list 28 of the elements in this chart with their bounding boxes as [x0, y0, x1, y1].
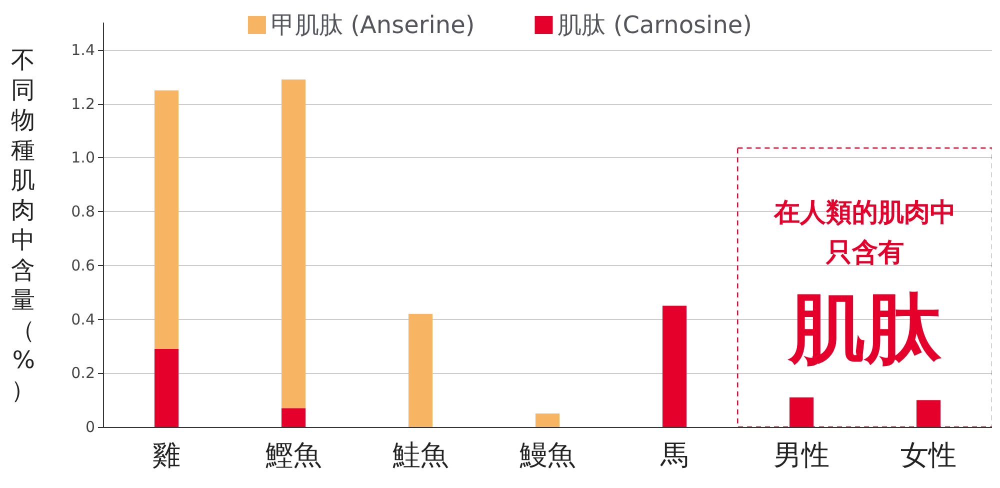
x-tick-label: 鮭魚 — [392, 438, 448, 472]
bar — [282, 408, 306, 427]
x-tick-label: 鰻魚 — [520, 438, 576, 472]
bar — [408, 314, 432, 427]
x-tick-label: 鰹魚 — [266, 438, 322, 472]
text: 不同物種肌肉中含量（%） — [11, 46, 35, 404]
annotation: 只含有 — [825, 238, 904, 268]
y-tick-label: 0.6 — [71, 256, 95, 274]
y-tick-label: 0 — [85, 418, 95, 436]
y-tick-label: 0.8 — [71, 202, 95, 221]
legend-label: 肌肽 (Carnosine) — [558, 11, 752, 39]
y-tick-label: 0.2 — [71, 364, 95, 382]
legend-label: 甲肌肽 (Anserine) — [270, 11, 475, 39]
bar — [154, 90, 178, 349]
bar — [154, 348, 178, 427]
annotation: 肌肽 — [787, 284, 942, 372]
y-tick-label: 0.4 — [71, 310, 95, 328]
x-tick-label: 女性 — [900, 438, 956, 472]
x-tick-label: 男性 — [774, 438, 830, 472]
x-tick-label: 雞 — [152, 438, 180, 472]
annotation: 在人類的肌肉中 — [773, 198, 956, 228]
bar — [662, 306, 686, 427]
bar — [282, 80, 306, 408]
y-tick-label: 1.0 — [71, 148, 95, 167]
y-tick-label: 1.4 — [71, 40, 95, 59]
x-tick-label: 馬 — [660, 438, 688, 472]
bar — [536, 414, 560, 427]
y-tick-label: 1.2 — [71, 94, 95, 113]
